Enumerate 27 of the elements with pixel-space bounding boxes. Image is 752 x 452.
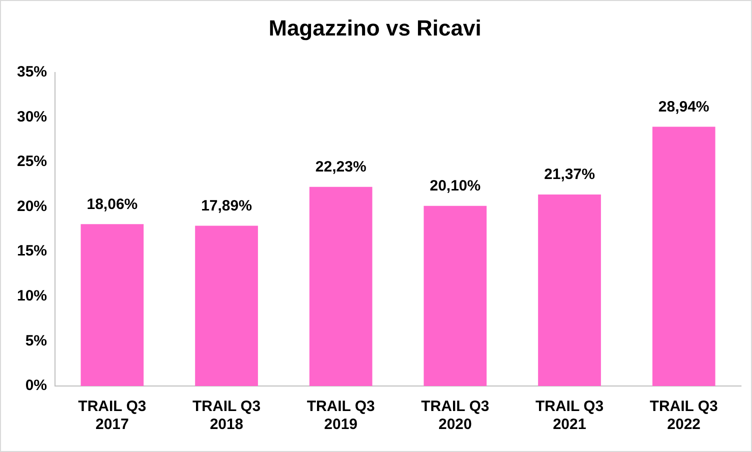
y-tick-label: 20%	[16, 198, 48, 215]
data-label: 18,06%	[86, 196, 138, 213]
bar	[424, 206, 487, 386]
data-label: 20,10%	[430, 178, 481, 195]
data-label: 17,89%	[201, 197, 252, 214]
x-tick-label: TRAIL Q3 2018	[192, 398, 261, 434]
y-tick-label: 5%	[25, 332, 48, 350]
data-label: 21,37%	[544, 166, 595, 184]
x-tick-label: TRAIL Q3 2019	[306, 398, 375, 434]
y-tick-label: 0%	[25, 377, 48, 394]
data-label: 22,23%	[315, 158, 366, 176]
data-label: 28,94%	[658, 98, 710, 116]
chart-title: Magazzino vs Ricavi	[268, 15, 482, 40]
y-tick-label: 10%	[16, 288, 48, 305]
bar	[80, 224, 144, 386]
x-tick-label: TRAIL Q3 2020	[421, 398, 490, 434]
x-tick-label: TRAIL Q3 2017	[78, 398, 146, 434]
y-tick-label: 30%	[16, 108, 48, 126]
y-tick-label: 15%	[16, 242, 48, 260]
x-tick-label: TRAIL Q3 2021	[535, 398, 604, 434]
y-tick-label: 35%	[16, 64, 48, 81]
y-tick-label: 25%	[16, 153, 48, 170]
bar	[652, 126, 716, 386]
bar	[309, 186, 372, 386]
bar	[538, 194, 601, 386]
bar	[195, 226, 258, 386]
x-tick-label: TRAIL Q3 2022	[650, 398, 718, 434]
